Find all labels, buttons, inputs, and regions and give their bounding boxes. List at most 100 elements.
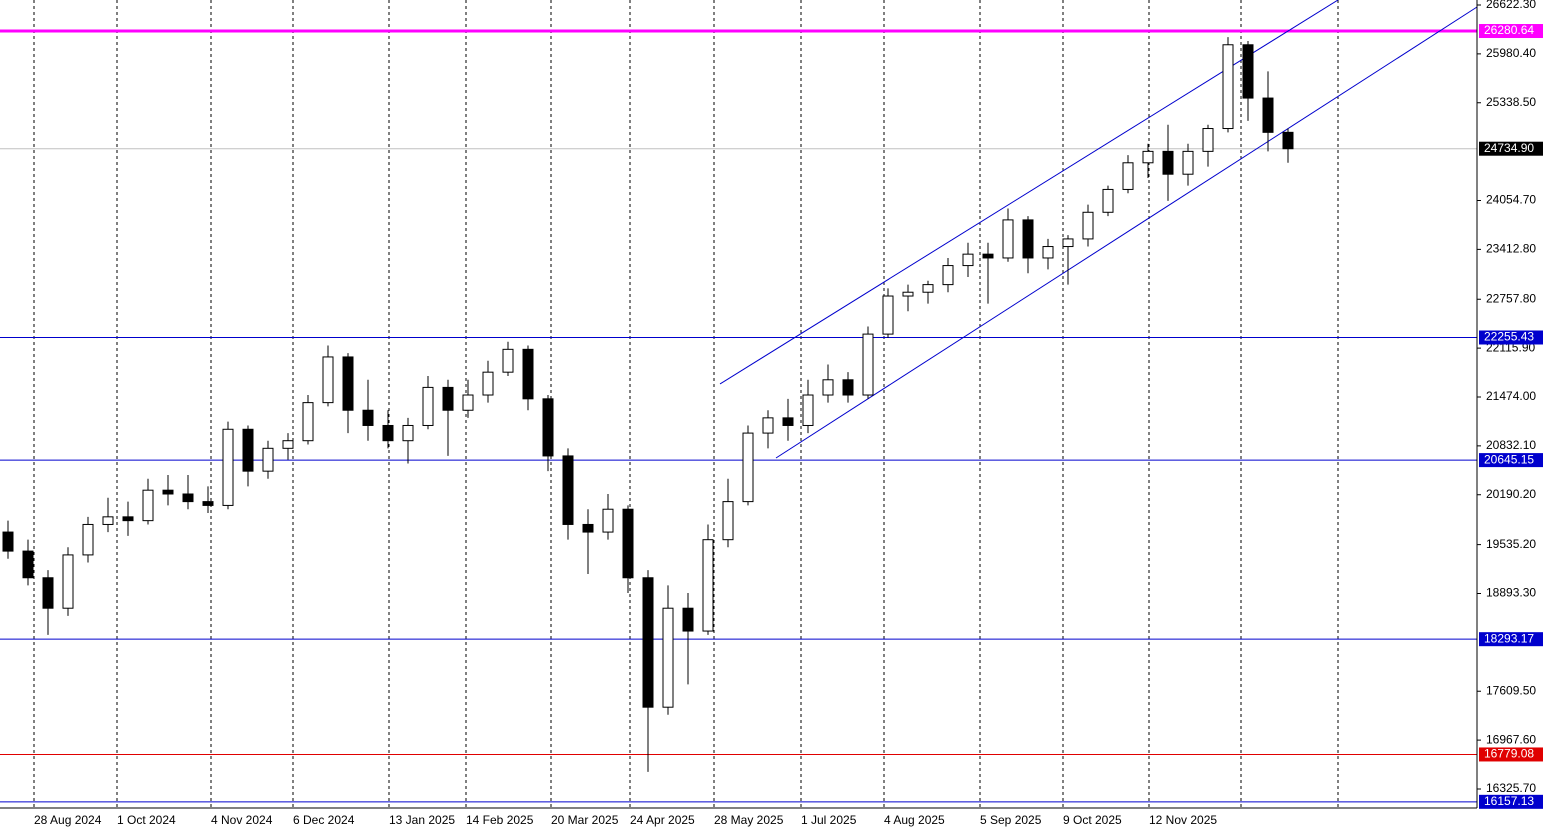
x-tick-label: 13 Jan 2025 <box>389 813 455 827</box>
candle-body <box>422 386 434 426</box>
last-price-box <box>1479 141 1543 156</box>
x-tick-label: 6 Dec 2024 <box>293 813 355 827</box>
y-tick-label: 20190.20 <box>1486 487 1536 501</box>
candle-body <box>102 516 114 525</box>
trend-line <box>719 0 1339 385</box>
level-label: 22255.43 <box>1484 330 1534 344</box>
level-label-box <box>1479 632 1543 647</box>
y-tick-label: 25338.50 <box>1486 95 1536 109</box>
level-label: 18293.17 <box>1484 631 1534 645</box>
candle-body <box>1062 238 1074 248</box>
level-label-box <box>1479 453 1543 468</box>
candle-body <box>2 531 14 552</box>
candle-body <box>1102 188 1114 213</box>
candle-body <box>902 291 914 297</box>
candle-body <box>82 523 94 556</box>
candle-body <box>462 394 474 411</box>
x-tick-label: 28 May 2025 <box>714 813 784 827</box>
candle-body <box>842 379 854 396</box>
y-tick-label: 22757.80 <box>1486 291 1536 305</box>
candle-body <box>482 371 494 396</box>
candle-body <box>22 550 34 579</box>
y-tick-label: 17609.50 <box>1486 683 1536 697</box>
x-tick-label: 12 Nov 2025 <box>1149 813 1217 827</box>
candle-body <box>522 348 534 400</box>
candle-body <box>122 516 134 522</box>
candle-body <box>602 508 614 533</box>
candle-body <box>682 607 694 632</box>
candle-body <box>962 253 974 267</box>
candle-body <box>1242 44 1254 99</box>
y-tick-label: 16967.60 <box>1486 732 1536 746</box>
x-tick-label: 1 Jul 2025 <box>801 813 857 827</box>
candle-body <box>1262 97 1274 133</box>
candle-body <box>42 577 54 609</box>
level-label-box <box>1479 330 1543 345</box>
level-label: 20645.15 <box>1484 452 1534 466</box>
candle-body <box>282 440 294 449</box>
candle-body <box>1202 128 1214 152</box>
x-tick-label: 14 Feb 2025 <box>466 813 534 827</box>
candle-body <box>142 489 154 522</box>
y-tick-label: 26622.30 <box>1486 0 1536 11</box>
candle-body <box>1022 219 1034 259</box>
candle-body <box>1282 131 1294 150</box>
level-label: 26280.64 <box>1484 23 1534 37</box>
y-tick-label: 19535.20 <box>1486 537 1536 551</box>
candle-body <box>1142 150 1154 164</box>
candle-body <box>222 428 234 506</box>
candle-body <box>1042 246 1054 259</box>
x-tick-label: 4 Aug 2025 <box>884 813 945 827</box>
candle-body <box>1162 150 1174 175</box>
x-tick-label: 4 Nov 2024 <box>211 813 273 827</box>
candle-body <box>722 501 734 541</box>
level-label-box <box>1479 747 1543 762</box>
candle-body <box>742 432 754 503</box>
candle-body <box>662 607 674 708</box>
candle-body <box>442 386 454 411</box>
candle-body <box>362 409 374 426</box>
level-label: 16779.08 <box>1484 747 1534 761</box>
level-label: 16157.13 <box>1484 794 1534 808</box>
candle-body <box>942 265 954 286</box>
y-tick-label: 24054.70 <box>1486 193 1536 207</box>
candle-body <box>1082 211 1094 240</box>
candle-body <box>402 424 414 442</box>
candle-body <box>582 523 594 533</box>
candle-body <box>302 402 314 442</box>
candle-body <box>202 501 214 506</box>
candle-body <box>562 455 574 525</box>
candle-body <box>382 424 394 442</box>
candle-body <box>342 356 354 411</box>
candle-body <box>802 394 814 426</box>
candle-body <box>182 493 194 503</box>
x-tick-label: 24 Apr 2025 <box>630 813 695 827</box>
candle-body <box>1002 219 1014 259</box>
y-tick-label: 23412.80 <box>1486 242 1536 256</box>
y-tick-label: 18893.30 <box>1486 586 1536 600</box>
candle-body <box>782 417 794 426</box>
last-price-label: 24734.90 <box>1484 141 1534 155</box>
level-label-box <box>1479 24 1543 39</box>
candle-body <box>162 489 174 495</box>
candle-body <box>922 284 934 293</box>
x-tick-label: 9 Oct 2025 <box>1063 813 1122 827</box>
candle-body <box>1222 44 1234 130</box>
candle-body <box>322 356 334 404</box>
candle-body <box>882 295 894 335</box>
y-tick-label: 25980.40 <box>1486 46 1536 60</box>
candle-body <box>502 348 514 373</box>
x-tick-label: 5 Sep 2025 <box>980 813 1042 827</box>
x-tick-label: 20 Mar 2025 <box>551 813 619 827</box>
candle-body <box>262 447 274 472</box>
y-tick-label: 20832.10 <box>1486 438 1536 452</box>
candle-body <box>622 508 634 579</box>
trend-line <box>775 6 1478 459</box>
level-label-box <box>1479 794 1543 809</box>
candle-body <box>982 253 994 259</box>
candle-body <box>822 379 834 396</box>
candle-body <box>762 417 774 434</box>
x-tick-label: 1 Oct 2024 <box>117 813 176 827</box>
